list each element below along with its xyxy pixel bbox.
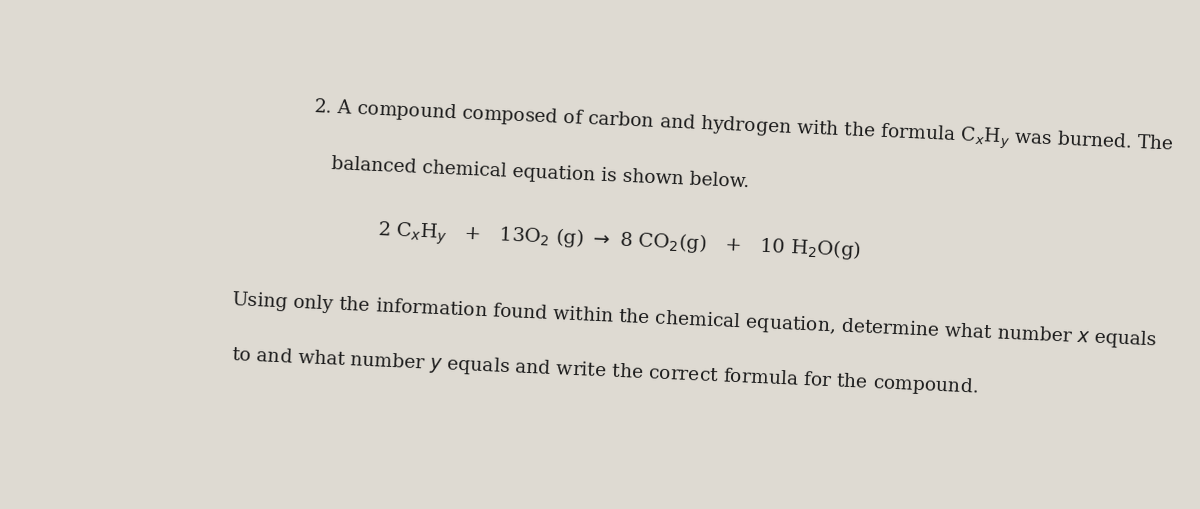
Text: 2. A compound composed of carbon and hydrogen with the formula C$_x$H$_y$ was bu: 2. A compound composed of carbon and hyd… xyxy=(313,96,1174,158)
Text: Using only the information found within the chemical equation, determine what nu: Using only the information found within … xyxy=(230,289,1158,351)
Text: 2 C$_x$H$_y$   +   13O$_2$ (g) $\rightarrow$ 8 CO$_2$(g)   +   10 H$_2$O(g): 2 C$_x$H$_y$ + 13O$_2$ (g) $\rightarrow$… xyxy=(377,218,862,264)
Text: to and what number $\mathit{y}$ equals and write the correct formula for the com: to and what number $\mathit{y}$ equals a… xyxy=(230,343,978,398)
Text: balanced chemical equation is shown below.: balanced chemical equation is shown belo… xyxy=(331,155,750,191)
